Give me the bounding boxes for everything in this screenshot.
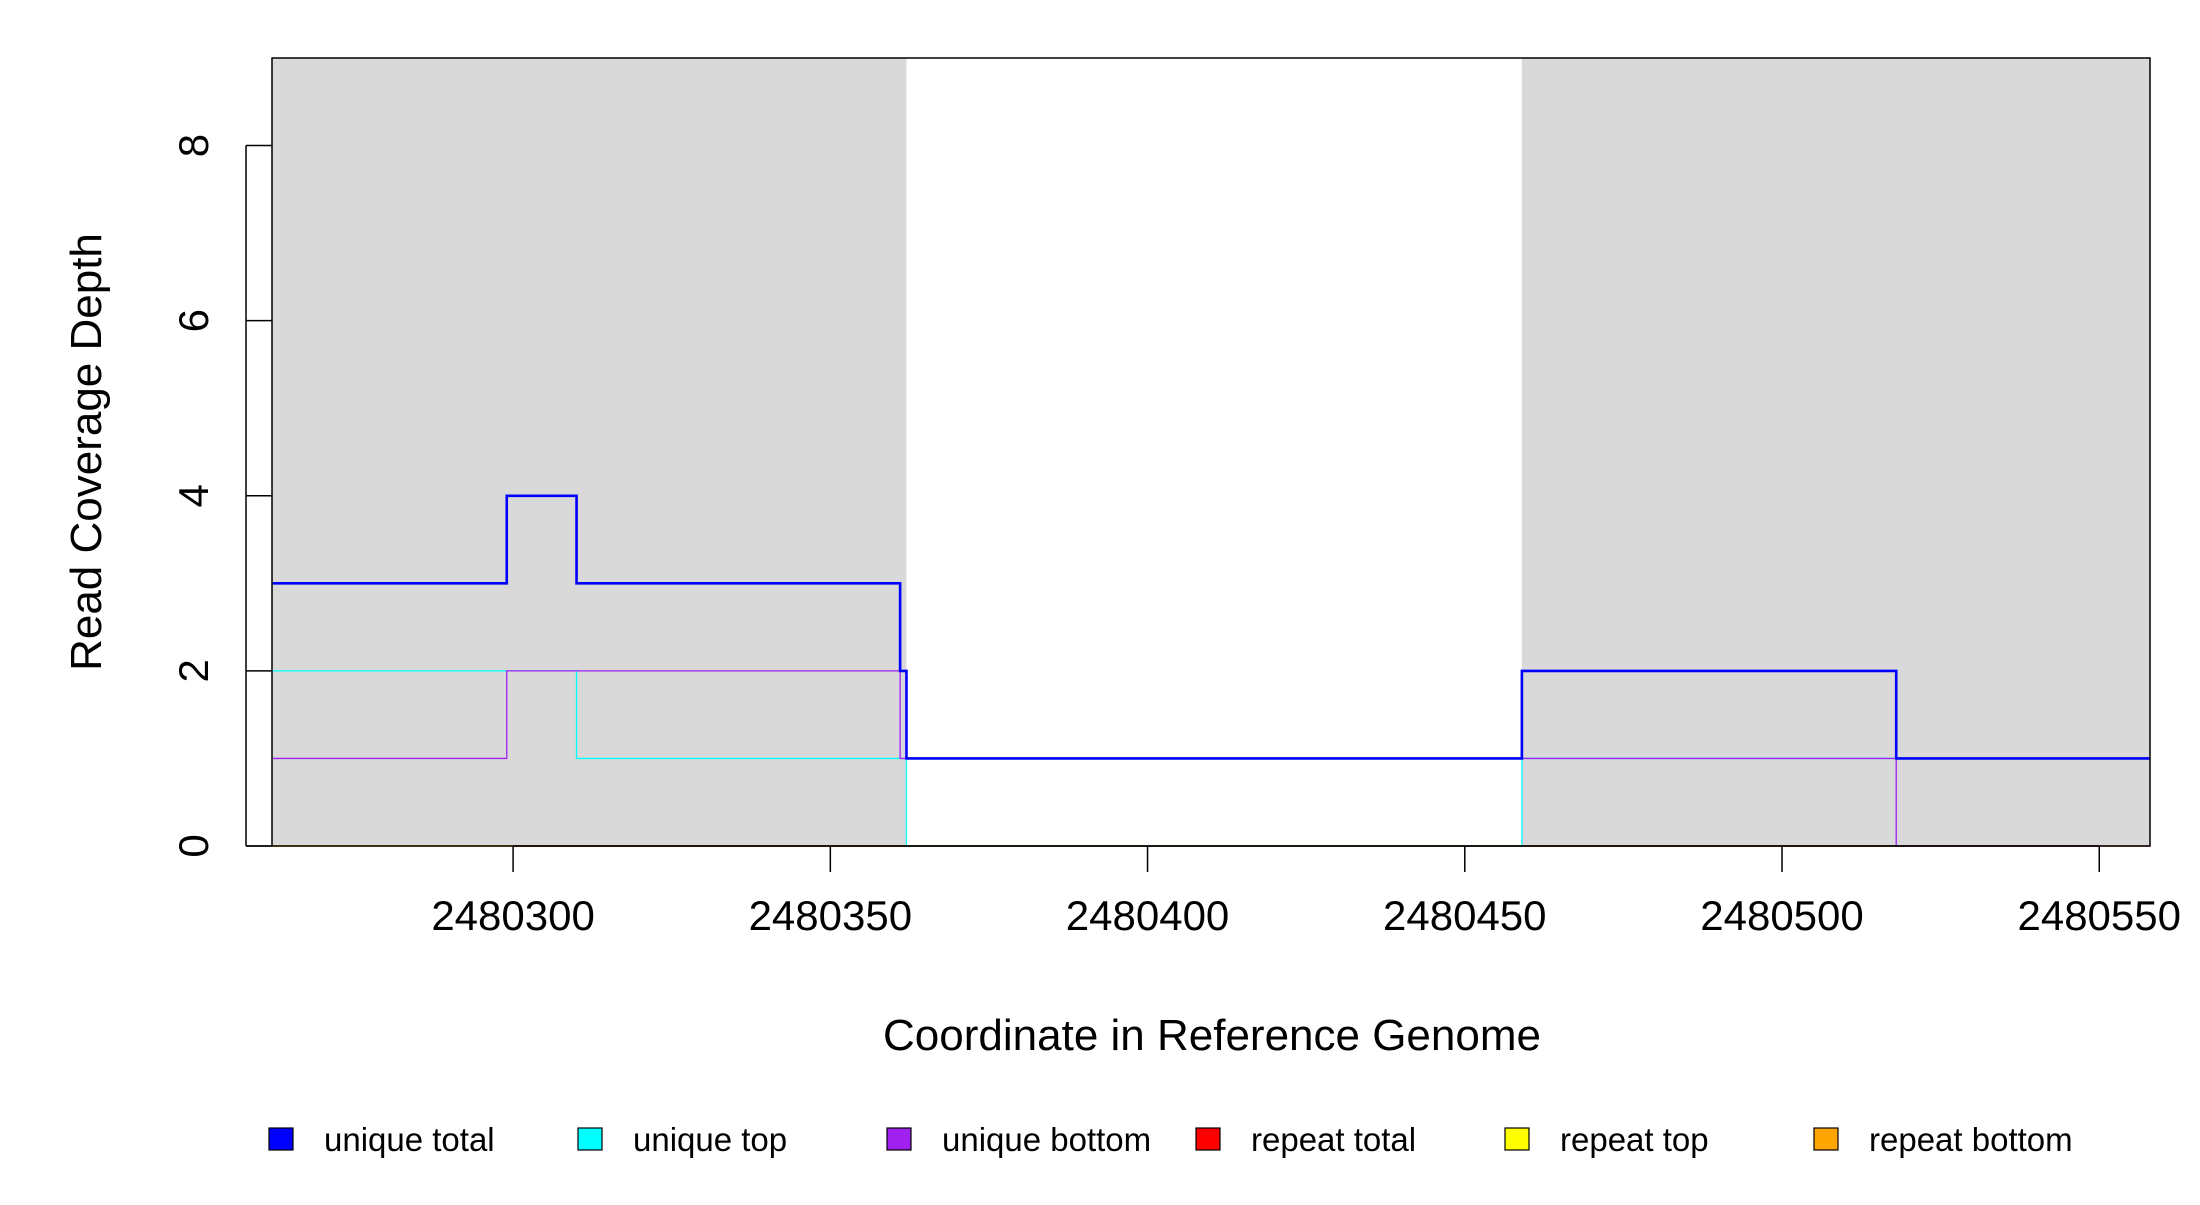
axes: 2480300 2480350 2480400 2480450 2480500 24805… — [170, 134, 2181, 939]
x-tick-label: 2480350 — [749, 892, 913, 939]
legend-label: repeat total — [1251, 1121, 1416, 1158]
shaded-region-2 — [1521, 58, 2150, 846]
y-tick-label: 0 — [170, 834, 217, 857]
legend-label: repeat bottom — [1869, 1121, 2073, 1158]
x-tick-label: 2480450 — [1383, 892, 1547, 939]
legend-label: repeat top — [1560, 1121, 1709, 1158]
legend-swatch — [1813, 1127, 1839, 1151]
legend-item-repeat-top: repeat top — [1504, 1121, 1709, 1158]
legend-item-repeat-total: repeat total — [1195, 1121, 1416, 1158]
legend-item-unique-top: unique top — [577, 1121, 787, 1158]
x-tick-label: 2480300 — [431, 892, 595, 939]
y-tick-label: 8 — [170, 134, 217, 157]
x-tick-label: 2480500 — [1700, 892, 1864, 939]
legend: unique total unique top unique bottom repea… — [268, 1121, 2073, 1158]
y-axis-title: Read Coverage Depth — [62, 233, 111, 671]
series-line-unique-bottom — [272, 670, 2150, 847]
x-tick-label: 2480400 — [1066, 892, 1230, 939]
y-tick-label: 6 — [170, 309, 217, 332]
legend-swatch — [1195, 1127, 1221, 1151]
y-tick-label: 2 — [170, 659, 217, 682]
x-tick-label: 2480550 — [2017, 892, 2181, 939]
legend-swatch — [1504, 1127, 1530, 1151]
legend-swatch — [886, 1127, 912, 1151]
legend-swatch — [577, 1127, 603, 1151]
legend-swatch — [268, 1127, 294, 1151]
legend-item-unique-total: unique total — [268, 1121, 495, 1158]
legend-label: unique bottom — [942, 1121, 1151, 1158]
shaded-region-1 — [272, 58, 907, 846]
y-tick-label: 4 — [170, 484, 217, 507]
legend-label: unique top — [633, 1121, 787, 1158]
series-line-unique-total — [272, 494, 2150, 760]
shaded-regions — [272, 58, 2150, 846]
legend-item-repeat-bottom: repeat bottom — [1813, 1121, 2073, 1158]
legend-item-unique-bottom: unique bottom — [886, 1121, 1151, 1158]
x-axis-title: Coordinate in Reference Genome — [883, 1011, 1541, 1060]
legend-label: unique total — [324, 1121, 495, 1158]
